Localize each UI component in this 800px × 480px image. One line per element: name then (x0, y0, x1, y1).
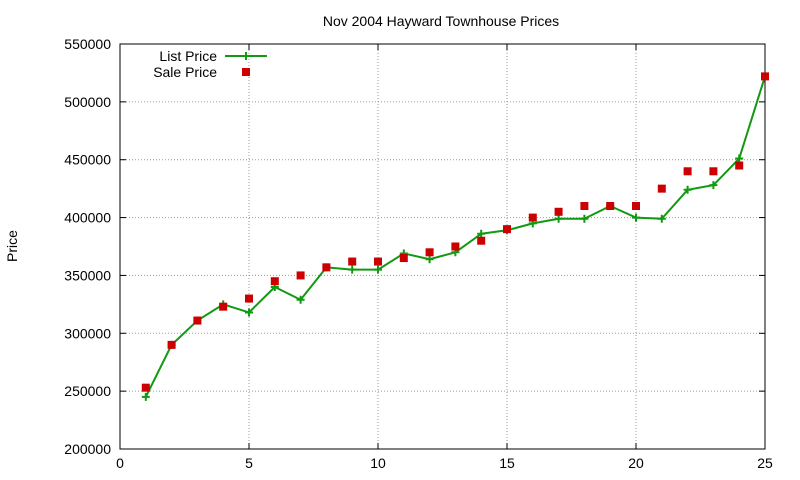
list-price-point (657, 214, 666, 223)
list-price-point (296, 295, 305, 304)
sale-price-point (245, 294, 253, 303)
chart-title: Nov 2004 Hayward Townhouse Prices (323, 13, 559, 29)
x-tick-label: 0 (116, 455, 124, 471)
y-tick-label: 550000 (64, 36, 111, 52)
sale-price-point (528, 213, 537, 222)
sale-price-point (219, 302, 228, 311)
sale-price-point (657, 184, 666, 193)
list-price-point (632, 213, 640, 222)
sale-price-point (477, 236, 486, 245)
y-tick-label: 200000 (64, 441, 111, 457)
y-axis-label: Price (4, 230, 20, 262)
y-tick-label: 450000 (64, 152, 111, 168)
x-tick-label: 25 (757, 455, 773, 471)
sale-price-point (606, 202, 615, 210)
sale-price-point (761, 72, 769, 81)
sale-price-point (735, 161, 744, 170)
list-price-point (683, 185, 692, 194)
sale-price-point (709, 167, 718, 176)
sale-price-point (683, 167, 692, 176)
sale-price-point (374, 257, 382, 266)
list-price-line (144, 76, 766, 398)
list-price-point (477, 229, 486, 238)
list-price-point (425, 255, 434, 264)
sale-price-point (270, 277, 279, 286)
legend-swatch-marker (242, 52, 250, 60)
sale-price-point (322, 263, 331, 272)
axis-ticks: 0 5 10 15 20 25 200000 250000 300000 350000 400000… (64, 36, 773, 471)
grid-lines (120, 44, 765, 449)
sale-price-point (580, 202, 589, 210)
sale-price-point (296, 271, 305, 280)
plot-frame (119, 43, 766, 450)
y-tick-label: 400000 (64, 210, 111, 226)
y-tick-label: 300000 (64, 325, 111, 341)
list-price-point (554, 214, 563, 223)
list-price-point (709, 181, 718, 190)
sale-price-point (141, 383, 150, 392)
list-price-point (374, 265, 382, 274)
sale-price-point (425, 248, 434, 257)
y-tick-label: 250000 (64, 383, 111, 399)
series-list-price (141, 72, 769, 401)
sale-price-point (503, 225, 511, 234)
series-layer (141, 72, 769, 401)
x-tick-label: 15 (499, 455, 515, 471)
legend-swatch-marker (242, 68, 250, 76)
legend-label: Sale Price (153, 64, 217, 80)
x-tick-label: 20 (628, 455, 644, 471)
legend-label: List Price (159, 48, 217, 64)
x-tick-label: 5 (245, 455, 253, 471)
y-tick-label: 500000 (64, 94, 111, 110)
list-price-point (735, 154, 744, 163)
sale-price-point (451, 242, 460, 251)
list-price-point (348, 265, 357, 274)
sale-price-point (632, 202, 640, 210)
series-sale-price (141, 72, 769, 392)
sale-price-point (348, 257, 357, 266)
list-price-point (141, 392, 150, 401)
y-tick-label: 350000 (64, 267, 111, 283)
sale-price-point (193, 316, 202, 325)
sale-price-point (554, 207, 563, 216)
list-price-point (580, 214, 589, 223)
list-price-point (245, 308, 253, 317)
sale-price-point (167, 340, 176, 349)
x-tick-label: 10 (370, 455, 386, 471)
sale-price-point (399, 254, 408, 263)
